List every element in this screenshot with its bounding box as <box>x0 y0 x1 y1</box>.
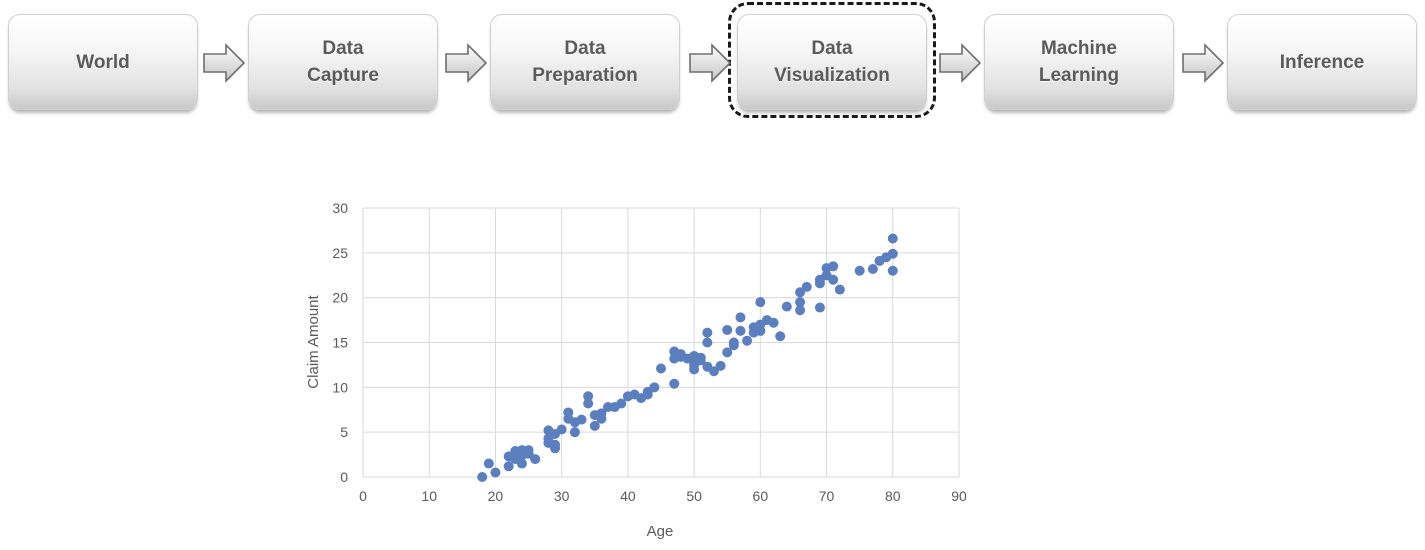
y-tick-label: 10 <box>332 379 348 395</box>
y-axis-title: Claim Amount <box>305 294 322 388</box>
data-point <box>722 347 733 358</box>
data-point <box>887 248 898 259</box>
data-point <box>516 458 527 469</box>
data-point <box>550 439 561 450</box>
stage-label: Machine Learning <box>1038 38 1120 86</box>
data-point <box>722 324 733 335</box>
data-point <box>649 382 660 393</box>
stage-label: Inference <box>1279 51 1365 73</box>
x-tick-label: 30 <box>554 488 570 504</box>
stage-data-visualization: Data Visualization <box>737 14 927 110</box>
data-point <box>735 325 746 336</box>
x-tick-label: 10 <box>421 488 437 504</box>
tick-labels: 0 10 20 30 40 50 60 70 80 90 0 5 10 15 20 25 30 <box>332 200 967 504</box>
data-point <box>795 305 806 316</box>
data-point <box>563 407 574 418</box>
y-tick-label: 5 <box>340 424 348 440</box>
data-point <box>728 337 739 348</box>
y-tick-label: 15 <box>332 335 348 351</box>
data-point <box>589 420 600 431</box>
data-point <box>708 366 719 377</box>
data-point <box>775 331 786 342</box>
data-point <box>755 297 766 308</box>
x-tick-label: 50 <box>686 488 702 504</box>
stage-label: World <box>76 51 130 73</box>
stage-world: World <box>8 14 198 110</box>
data-point <box>854 265 865 276</box>
stage-machine-learning: Machine Learning <box>984 14 1174 110</box>
data-point <box>556 424 567 435</box>
data-point <box>569 427 580 438</box>
data-point <box>795 297 806 308</box>
data-point <box>490 467 501 478</box>
data-point <box>616 398 627 409</box>
x-tick-label: 70 <box>819 488 835 504</box>
data-point <box>523 445 534 456</box>
x-tick-label: 60 <box>753 488 769 504</box>
data-point <box>596 408 607 419</box>
x-tick-label: 40 <box>620 488 636 504</box>
y-tick-label: 25 <box>332 245 348 261</box>
data-point <box>576 414 587 425</box>
data-point <box>503 461 514 472</box>
data-points <box>477 233 898 482</box>
stage-label: Data Capture <box>307 38 379 86</box>
data-point <box>483 458 494 469</box>
data-point <box>715 360 726 371</box>
x-tick-label: 90 <box>951 488 967 504</box>
data-point <box>695 352 706 363</box>
arrow-right-icon <box>939 43 982 83</box>
x-axis-title: Age <box>647 523 674 540</box>
data-point <box>828 274 839 285</box>
data-point <box>814 302 825 313</box>
y-tick-label: 0 <box>340 469 348 485</box>
data-point <box>834 284 845 295</box>
grid-lines <box>362 207 960 478</box>
data-point <box>583 391 594 402</box>
data-point <box>477 472 488 482</box>
arrow-right-icon <box>1182 43 1225 83</box>
stage-label: Data Visualization <box>774 38 890 86</box>
highlight-dashed-frame <box>728 2 936 118</box>
data-point <box>781 301 792 312</box>
x-tick-label: 20 <box>488 488 504 504</box>
stage-data-capture: Data Capture <box>248 14 438 110</box>
data-point <box>795 287 806 298</box>
stage-data-preparation: Data Preparation <box>490 14 680 110</box>
data-point <box>702 327 713 338</box>
data-point <box>768 317 779 328</box>
data-point <box>742 335 753 346</box>
data-point <box>887 233 898 244</box>
arrow-right-icon <box>689 43 732 83</box>
data-point <box>867 263 878 274</box>
y-tick-label: 20 <box>332 290 348 306</box>
data-point <box>735 312 746 323</box>
data-point <box>583 398 594 409</box>
x-tick-label: 80 <box>885 488 901 504</box>
x-tick-label: 0 <box>359 488 367 504</box>
data-point <box>828 261 839 272</box>
data-point <box>801 281 812 292</box>
data-point <box>887 265 898 276</box>
stage-inference: Inference <box>1227 14 1417 110</box>
arrow-right-icon <box>203 43 246 83</box>
data-point <box>702 337 713 348</box>
data-point <box>656 363 666 374</box>
arrow-right-icon <box>445 43 488 83</box>
data-point <box>530 454 541 465</box>
y-tick-label: 30 <box>332 200 348 216</box>
stage-label: Data Preparation <box>532 38 638 86</box>
data-point <box>669 378 680 389</box>
